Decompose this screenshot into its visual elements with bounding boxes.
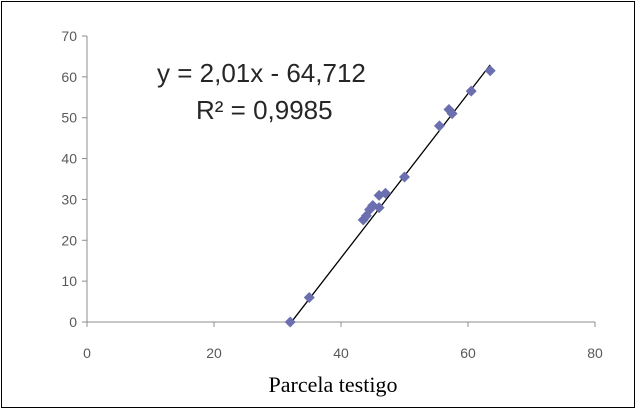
data-point xyxy=(303,291,315,303)
x-tick-label: 40 xyxy=(333,345,349,361)
trendline-group xyxy=(290,64,491,323)
x-tick-label: 80 xyxy=(587,345,603,361)
data-point xyxy=(379,187,391,199)
y-tick-label: 30 xyxy=(61,191,77,207)
data-point xyxy=(284,316,296,328)
y-tick-label: 40 xyxy=(61,151,77,167)
y-tick-label: 50 xyxy=(61,110,77,126)
r-squared-label: R² = 0,9985 xyxy=(196,95,333,125)
x-tick-label: 20 xyxy=(206,345,222,361)
x-tick-label: 60 xyxy=(460,345,476,361)
y-tick-label: 0 xyxy=(69,314,77,330)
y-tick-label: 20 xyxy=(61,232,77,248)
data-point xyxy=(433,120,445,132)
y-tick-labels: 0 10 20 30 40 50 60 70 xyxy=(61,28,77,330)
x-axis-label: Parcela testigo xyxy=(269,372,398,397)
y-tick-label: 10 xyxy=(61,273,77,289)
data-point xyxy=(373,202,385,214)
data-point xyxy=(446,108,458,120)
x-tick-labels: 0 20 40 60 80 xyxy=(83,345,603,361)
trendline-equation: y = 2,01x - 64,712 xyxy=(157,58,366,88)
data-points xyxy=(284,65,496,328)
y-tick-label: 60 xyxy=(61,69,77,85)
y-tick-label: 70 xyxy=(61,28,77,44)
trendline xyxy=(290,64,491,323)
x-tick-label: 0 xyxy=(83,345,91,361)
axes xyxy=(82,35,596,327)
data-point xyxy=(484,65,496,77)
data-point xyxy=(399,171,410,183)
data-point xyxy=(465,85,477,97)
